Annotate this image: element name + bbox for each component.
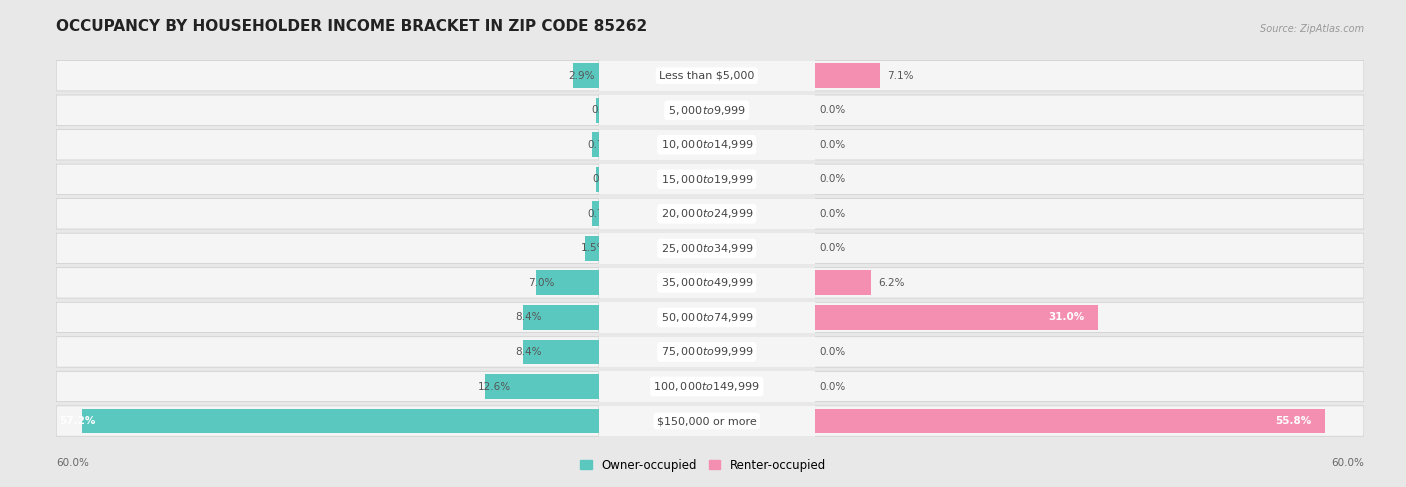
Text: $50,000 to $74,999: $50,000 to $74,999 [661, 311, 754, 324]
Bar [82, 409, 599, 433]
Text: 0.77%: 0.77% [588, 209, 620, 219]
Text: 0.0%: 0.0% [820, 174, 845, 184]
FancyBboxPatch shape [56, 199, 599, 229]
Bar [596, 167, 599, 192]
FancyBboxPatch shape [814, 130, 1364, 160]
Bar [599, 233, 814, 263]
Text: 0.0%: 0.0% [820, 244, 845, 253]
Text: 55.8%: 55.8% [1275, 416, 1312, 426]
Text: 12.6%: 12.6% [478, 381, 510, 392]
Bar [599, 406, 814, 436]
Bar [599, 130, 814, 160]
FancyBboxPatch shape [56, 337, 599, 367]
Text: $20,000 to $24,999: $20,000 to $24,999 [661, 207, 754, 220]
Text: $15,000 to $19,999: $15,000 to $19,999 [661, 173, 754, 186]
FancyBboxPatch shape [56, 371, 599, 402]
Text: 8.4%: 8.4% [516, 347, 543, 357]
FancyBboxPatch shape [814, 302, 1364, 333]
Bar [592, 202, 599, 226]
Text: 0.0%: 0.0% [820, 209, 845, 219]
Bar [592, 132, 599, 157]
Bar [599, 302, 814, 333]
FancyBboxPatch shape [814, 199, 1364, 229]
FancyBboxPatch shape [814, 95, 1364, 126]
Bar [814, 270, 872, 295]
Bar [814, 409, 1326, 433]
Text: 2.9%: 2.9% [568, 71, 595, 81]
FancyBboxPatch shape [56, 130, 599, 160]
Bar [596, 98, 599, 123]
Text: $10,000 to $14,999: $10,000 to $14,999 [661, 138, 754, 151]
Legend: Owner-occupied, Renter-occupied: Owner-occupied, Renter-occupied [575, 454, 831, 476]
Bar [572, 63, 599, 88]
Bar [599, 268, 814, 298]
FancyBboxPatch shape [56, 406, 599, 436]
Text: $100,000 to $149,999: $100,000 to $149,999 [654, 380, 761, 393]
FancyBboxPatch shape [56, 60, 599, 91]
Text: 7.0%: 7.0% [529, 278, 555, 288]
Bar [599, 95, 814, 126]
Bar [585, 236, 599, 261]
FancyBboxPatch shape [814, 337, 1364, 367]
Text: 0.32%: 0.32% [592, 105, 624, 115]
FancyBboxPatch shape [56, 95, 599, 126]
Text: 0.0%: 0.0% [820, 381, 845, 392]
Text: 0.27%: 0.27% [592, 174, 624, 184]
FancyBboxPatch shape [56, 164, 599, 194]
Bar [599, 60, 814, 91]
Bar [599, 337, 814, 367]
Text: 8.4%: 8.4% [516, 313, 543, 322]
FancyBboxPatch shape [814, 60, 1364, 91]
Text: $150,000 or more: $150,000 or more [657, 416, 756, 426]
Bar [599, 371, 814, 402]
Text: $5,000 to $9,999: $5,000 to $9,999 [668, 104, 747, 117]
Text: $35,000 to $49,999: $35,000 to $49,999 [661, 277, 754, 289]
Bar [599, 164, 814, 194]
Text: 0.0%: 0.0% [820, 347, 845, 357]
Text: 0.79%: 0.79% [588, 140, 620, 150]
FancyBboxPatch shape [56, 233, 599, 263]
Text: Source: ZipAtlas.com: Source: ZipAtlas.com [1260, 24, 1364, 34]
Text: 60.0%: 60.0% [56, 458, 89, 468]
Text: $25,000 to $34,999: $25,000 to $34,999 [661, 242, 754, 255]
Text: 0.0%: 0.0% [820, 140, 845, 150]
FancyBboxPatch shape [56, 302, 599, 333]
FancyBboxPatch shape [56, 268, 599, 298]
FancyBboxPatch shape [814, 268, 1364, 298]
FancyBboxPatch shape [814, 233, 1364, 263]
Bar [814, 63, 880, 88]
Text: 0.0%: 0.0% [820, 105, 845, 115]
Text: 31.0%: 31.0% [1049, 313, 1084, 322]
Text: 6.2%: 6.2% [879, 278, 905, 288]
FancyBboxPatch shape [814, 371, 1364, 402]
Text: OCCUPANCY BY HOUSEHOLDER INCOME BRACKET IN ZIP CODE 85262: OCCUPANCY BY HOUSEHOLDER INCOME BRACKET … [56, 19, 648, 34]
Bar [485, 374, 599, 399]
Bar [523, 339, 599, 364]
FancyBboxPatch shape [814, 406, 1364, 436]
Bar [536, 270, 599, 295]
Text: 7.1%: 7.1% [887, 71, 914, 81]
Text: Less than $5,000: Less than $5,000 [659, 71, 755, 81]
Text: 57.2%: 57.2% [59, 416, 96, 426]
Text: 1.5%: 1.5% [581, 244, 607, 253]
FancyBboxPatch shape [814, 164, 1364, 194]
Text: 60.0%: 60.0% [1331, 458, 1364, 468]
Bar [599, 199, 814, 229]
Text: $75,000 to $99,999: $75,000 to $99,999 [661, 345, 754, 358]
Bar [523, 305, 599, 330]
Bar [814, 305, 1098, 330]
